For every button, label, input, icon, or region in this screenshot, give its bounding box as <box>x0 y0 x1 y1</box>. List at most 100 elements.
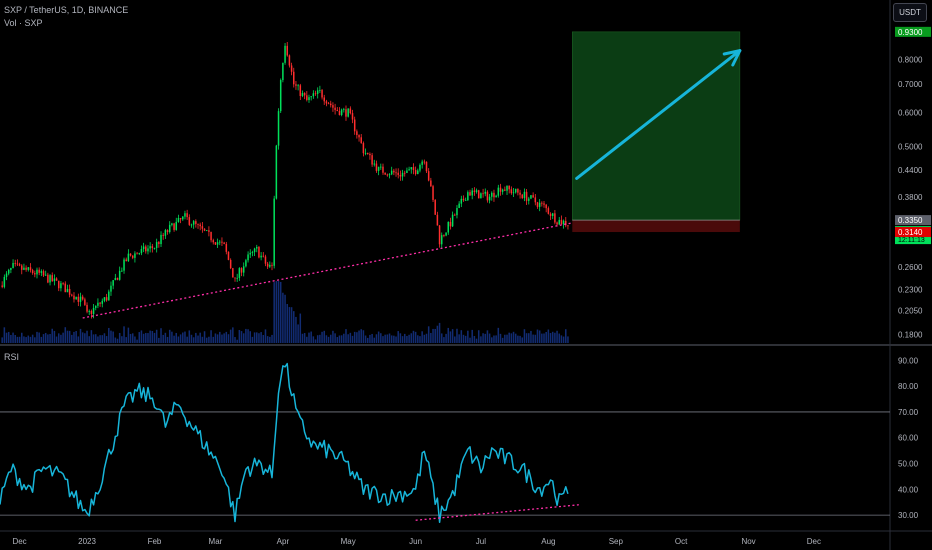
candle-body <box>79 296 82 302</box>
volume-bar <box>266 336 269 343</box>
volume-bar <box>493 335 495 343</box>
candle-body <box>16 263 19 265</box>
candle-body <box>384 172 386 175</box>
volume-bar <box>421 331 423 343</box>
price-tick-label: 0.4400 <box>898 166 923 175</box>
volume-bar <box>192 337 195 343</box>
candle-body <box>343 109 345 111</box>
candle-body <box>397 172 399 175</box>
candle-body <box>514 188 517 193</box>
volume-bar <box>293 311 295 343</box>
candle-body <box>208 230 210 232</box>
candle-body <box>310 96 312 98</box>
volume-bar <box>68 330 71 343</box>
candle-body <box>29 267 32 271</box>
candle-body <box>14 262 16 264</box>
volume-bar <box>308 332 310 343</box>
currency-button[interactable]: USDT <box>893 3 927 22</box>
volume-bar <box>393 335 395 343</box>
candle-body <box>558 219 561 225</box>
candle-body <box>517 188 519 193</box>
candle-body <box>551 213 554 216</box>
volume-bar <box>16 336 19 343</box>
volume-bar <box>173 335 175 343</box>
candle-body <box>299 85 302 97</box>
candle-body <box>501 189 504 192</box>
candle-body <box>62 283 64 285</box>
rsi-tick-label: 30.00 <box>898 511 919 520</box>
candle-body <box>380 166 382 168</box>
candle-body <box>149 246 151 249</box>
time-tick-label: Aug <box>541 537 555 546</box>
volume-bar <box>551 331 554 343</box>
candle-body <box>440 235 443 245</box>
candle-body <box>451 214 454 227</box>
target-price-label-bg <box>895 26 931 37</box>
candle-body <box>499 187 502 192</box>
volume-bar <box>491 337 493 343</box>
candle-body <box>464 200 467 201</box>
volume-bar <box>118 332 121 343</box>
volume-bar <box>53 330 56 343</box>
volume-bar <box>86 330 88 343</box>
volume-bar <box>18 336 21 343</box>
volume-bar <box>236 339 238 343</box>
volume-bar <box>147 333 149 343</box>
candle-body <box>240 268 243 273</box>
rsi-support-trendline <box>415 504 579 521</box>
volume-bar <box>484 333 487 343</box>
candle-body <box>369 153 371 156</box>
volume-bar <box>501 337 504 343</box>
candle-body <box>247 254 249 261</box>
candle-body <box>510 189 513 194</box>
volume-bar <box>99 335 101 343</box>
candle-body <box>145 246 147 252</box>
candle-body <box>197 223 199 225</box>
candle-body <box>49 275 51 283</box>
candle-body <box>40 271 43 273</box>
volume-bar <box>269 336 271 343</box>
candle-body <box>334 107 336 110</box>
candle-body <box>216 242 219 245</box>
candle-body <box>528 198 530 201</box>
candle-body <box>20 265 23 270</box>
candle-body <box>108 291 110 301</box>
candle-body <box>484 191 487 194</box>
volume-bar <box>427 326 430 343</box>
volume-bar <box>201 336 204 343</box>
volume-bar <box>414 331 417 343</box>
candle-body <box>18 264 21 266</box>
volume-bar <box>221 334 223 343</box>
candle-body <box>51 275 53 282</box>
volume-bar <box>145 332 147 343</box>
candle-body <box>375 163 378 171</box>
volume-bar <box>234 337 236 343</box>
volume-bar <box>114 337 117 343</box>
position-target-zone <box>571 31 741 221</box>
candle-body <box>471 190 473 196</box>
countdown-label: 12:11:13 <box>898 237 925 244</box>
volume-bar <box>434 328 436 343</box>
volume-bar <box>477 330 480 343</box>
price-tick-label: 0.1800 <box>898 331 923 340</box>
volume-bar <box>480 336 482 343</box>
volume-bar <box>71 334 73 343</box>
candle-body <box>493 192 495 198</box>
volume-bar <box>110 330 112 343</box>
candle-body <box>103 297 106 301</box>
volume-bar <box>79 328 82 343</box>
volume-bar <box>171 331 173 343</box>
candle-body <box>458 203 460 209</box>
candle-body <box>168 224 171 232</box>
candle-body <box>308 97 310 101</box>
volume-bar <box>44 332 47 343</box>
candle-body <box>290 65 293 72</box>
candle-body <box>371 155 373 165</box>
time-tick-label: Oct <box>675 537 688 546</box>
volume-bar <box>565 329 567 343</box>
candle-body <box>84 299 86 305</box>
volume-bar <box>184 331 186 343</box>
candle-body <box>31 270 34 274</box>
